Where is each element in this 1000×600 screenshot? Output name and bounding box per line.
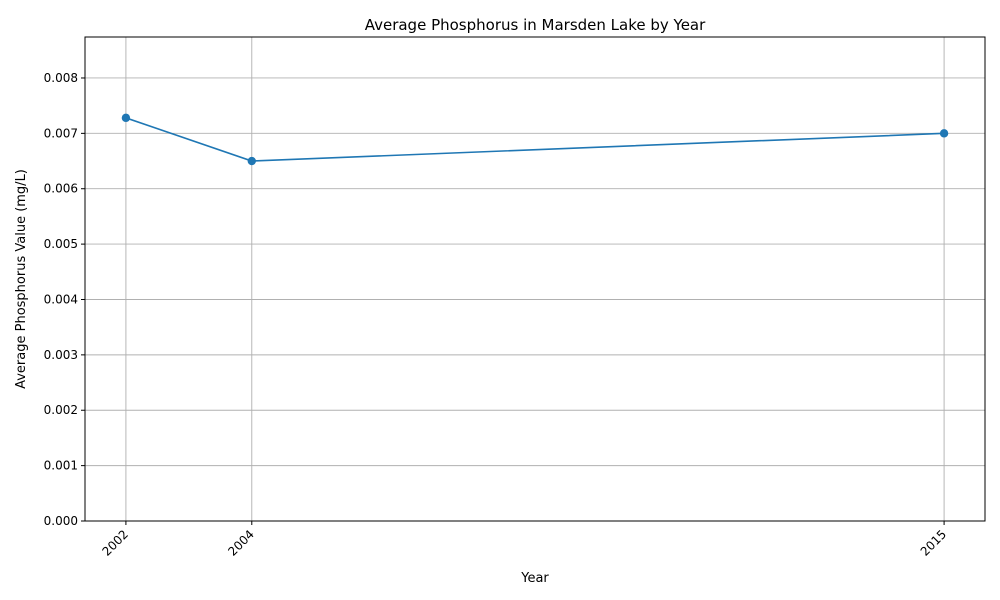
y-tick-label: 0.004 [44, 292, 78, 306]
y-tick-label: 0.003 [44, 348, 78, 362]
x-axis: 2002 2004 2015 [100, 521, 949, 559]
x-axis-label: Year [520, 571, 549, 586]
plot-frame [84, 36, 986, 522]
x-tick-label: 2004 [225, 527, 256, 558]
grid [85, 37, 985, 522]
y-tick-label: 0.005 [44, 237, 78, 251]
data-point [121, 113, 131, 123]
y-tick-label: 0.006 [44, 182, 78, 196]
y-axis-label: Average Phosphorus Value (mg/L) [14, 169, 29, 389]
x-tick-label: 2002 [100, 527, 131, 558]
y-tick-label: 0.001 [44, 459, 78, 473]
data-point [247, 156, 256, 166]
series-line [125, 117, 945, 162]
y-axis: 0.000 0.001 0.002 0.003 0.004 0.005 0.006 0.007… [44, 71, 85, 528]
y-tick-label: 0.008 [44, 71, 78, 85]
data-point [939, 129, 949, 138]
series [121, 113, 949, 166]
y-tick-label: 0.007 [44, 126, 78, 140]
y-tick-label: 0.000 [44, 514, 78, 528]
chart-title: Average Phosphorus in Marsden Lake by Ye… [365, 16, 706, 34]
x-tick-label: 2015 [918, 527, 949, 558]
y-tick-label: 0.002 [44, 403, 78, 417]
